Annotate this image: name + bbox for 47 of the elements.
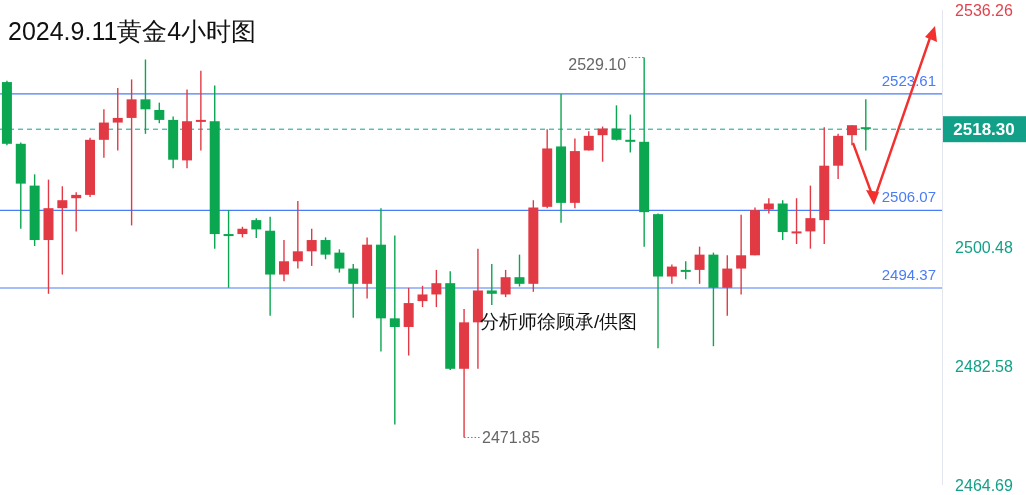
candlestick bbox=[486, 263, 497, 306]
candlestick bbox=[403, 287, 414, 357]
candlestick bbox=[320, 236, 331, 260]
y-tick-label: 2500.48 bbox=[955, 239, 1014, 257]
candlestick bbox=[694, 245, 705, 285]
annotation: 2471.85 bbox=[482, 429, 541, 447]
candlestick bbox=[98, 108, 109, 159]
candlestick bbox=[805, 184, 816, 250]
y-tick-label: 2464.69 bbox=[955, 477, 1014, 494]
candlestick bbox=[278, 239, 289, 282]
annotation: 分析师徐顾承/供图 bbox=[480, 311, 638, 332]
y-tick-label: 2482.58 bbox=[955, 358, 1014, 376]
candlestick bbox=[126, 78, 137, 227]
candlestick bbox=[611, 104, 622, 142]
candlestick bbox=[223, 209, 234, 289]
candlestick bbox=[251, 217, 262, 239]
candlestick bbox=[334, 248, 345, 274]
candlestick bbox=[431, 269, 442, 308]
candlestick bbox=[500, 269, 511, 298]
candlestick bbox=[112, 87, 123, 152]
candlestick bbox=[292, 200, 303, 270]
ref-line: 2494.37 bbox=[0, 266, 943, 289]
candlestick bbox=[666, 263, 677, 285]
candlestick bbox=[154, 101, 165, 124]
candlestick bbox=[71, 191, 82, 233]
candlestick bbox=[736, 214, 747, 296]
candlestick bbox=[722, 254, 733, 317]
candlestick bbox=[389, 234, 400, 426]
candlestick bbox=[306, 228, 317, 267]
chart-title: 2024.9.11黄金4小时图 bbox=[8, 17, 257, 45]
candlestick bbox=[846, 124, 857, 146]
ref-line-label: 2506.07 bbox=[881, 188, 936, 206]
candlestick bbox=[597, 125, 608, 163]
candlestick bbox=[195, 70, 206, 152]
candlestick bbox=[625, 113, 636, 154]
candlestick bbox=[348, 263, 359, 319]
ref-line: 2506.07 bbox=[0, 188, 943, 211]
candlestick bbox=[140, 58, 151, 135]
ref-line-label: 2518.30 bbox=[953, 120, 1015, 140]
candlestick bbox=[791, 197, 802, 245]
annotation: 2529.10 bbox=[568, 55, 627, 73]
candlestick bbox=[57, 185, 68, 276]
ref-line-label: 2494.37 bbox=[881, 266, 936, 284]
candlestick bbox=[417, 285, 428, 308]
candlestick bbox=[514, 253, 525, 288]
candlestick bbox=[860, 98, 871, 152]
y-tick-label: 2536.26 bbox=[955, 2, 1014, 19]
